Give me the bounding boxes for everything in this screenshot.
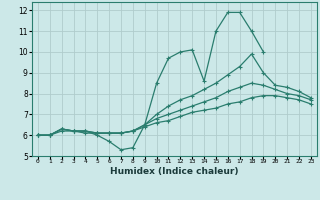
X-axis label: Humidex (Indice chaleur): Humidex (Indice chaleur) <box>110 167 239 176</box>
